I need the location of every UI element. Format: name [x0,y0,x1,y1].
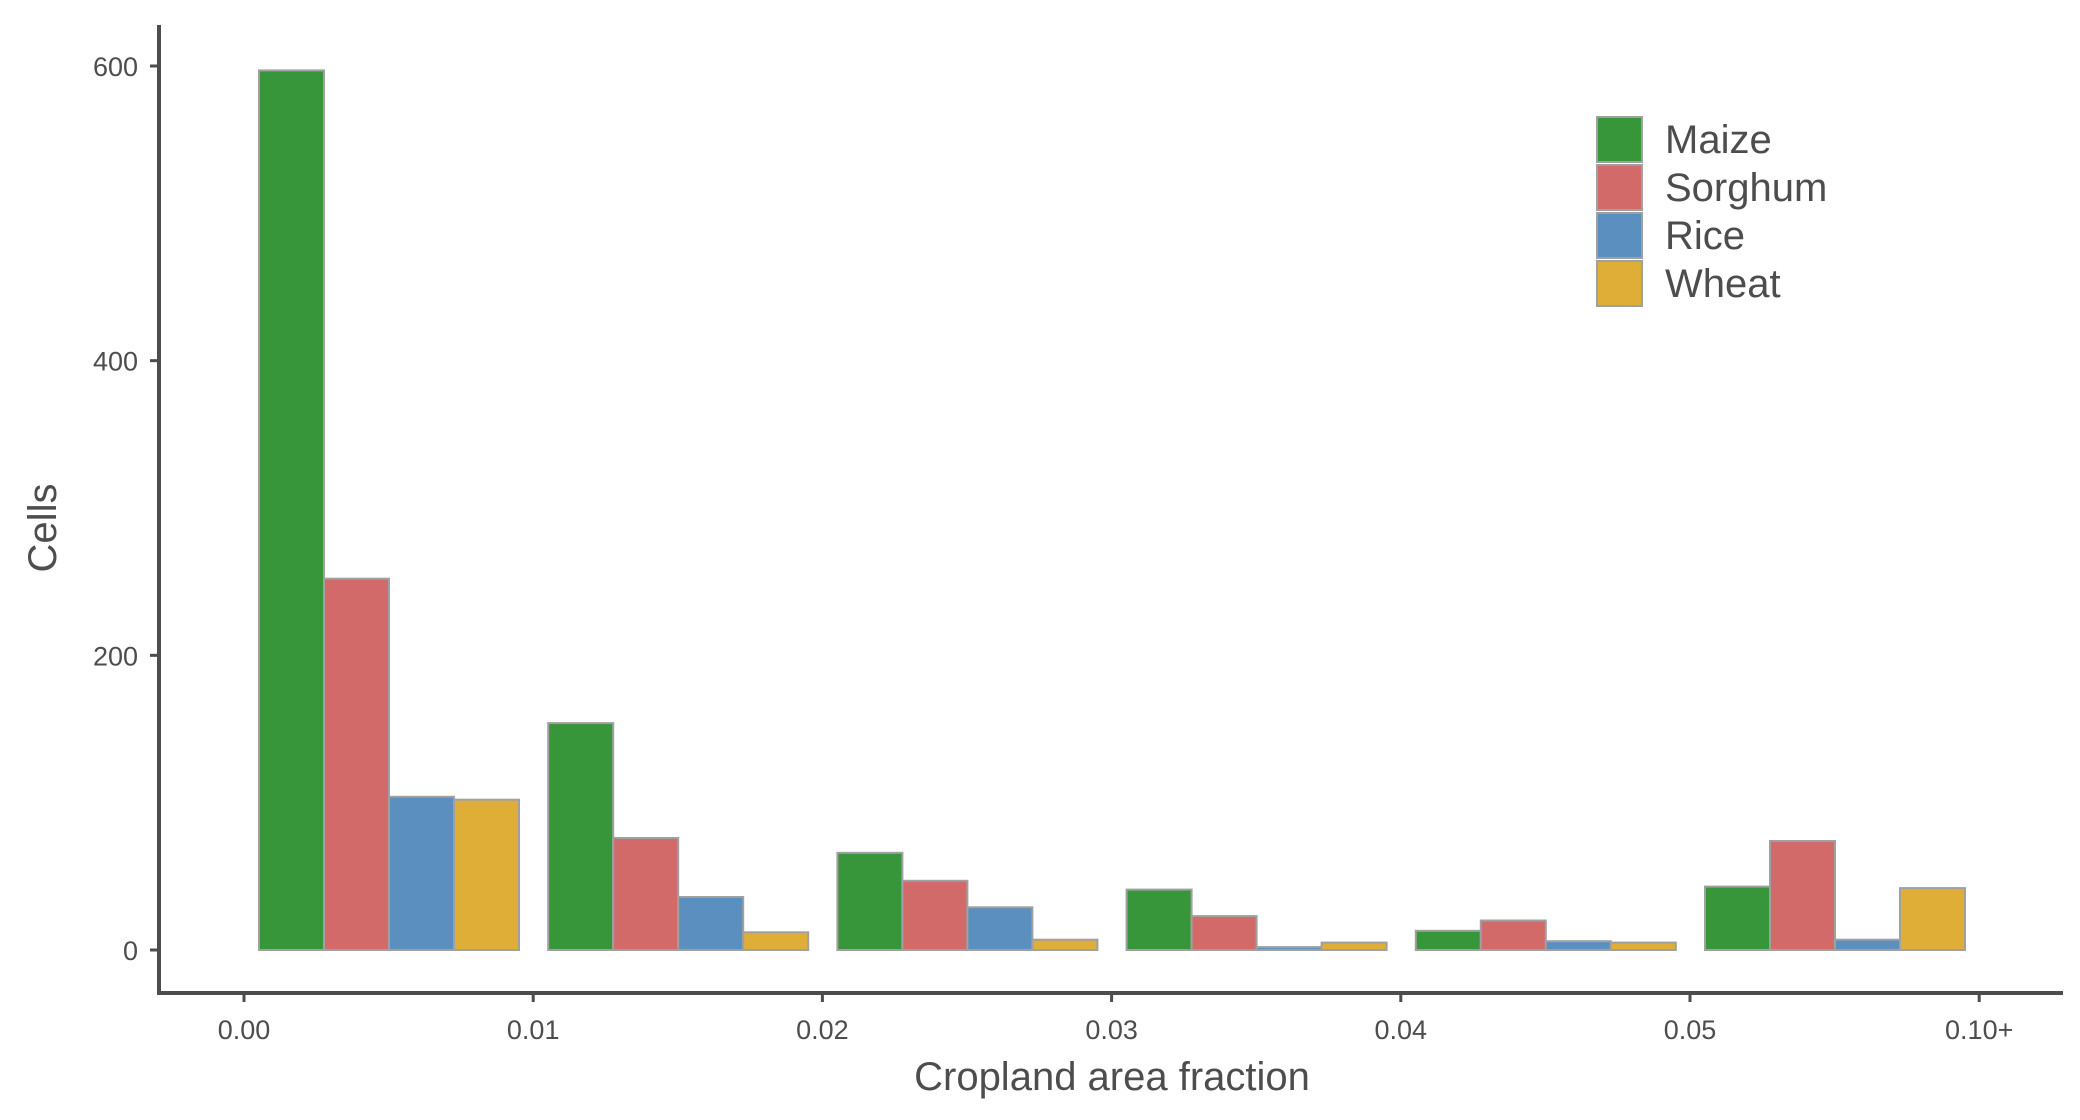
legend-key-maize [1596,116,1643,163]
bar-rice-0-03 [1255,946,1323,951]
bar-rice-0-02 [966,906,1034,951]
bar-rice-0-05 [1834,938,1901,952]
x-tick-label-0-00: 0.00 [218,1015,271,1045]
x-tick-label-0-01: 0.01 [507,1015,560,1045]
y-tick-label-400: 400 [93,347,138,377]
y-tick-label-0: 0 [123,936,138,966]
legend-key-sorghum [1596,164,1643,211]
bar-maize-0-00 [258,69,325,951]
bar-maize-0-05 [1704,885,1771,951]
y-tick-label-200: 200 [93,641,138,671]
bar-maize-0-01 [547,722,615,951]
legend-key-wheat [1596,260,1643,307]
bar-maize-0-03 [1125,888,1193,951]
x-tick-label-0-05: 0.05 [1664,1015,1717,1045]
bars-group [258,69,1966,952]
bar-maize-0-02 [836,851,904,951]
x-axis-ticks: 0.00 0.01 0.02 0.03 0.04 0.05 0.10+ [218,993,2013,1045]
y-tick-label-600: 600 [93,52,138,82]
legend-label-rice: Rice [1665,214,1745,258]
bar-wheat-0-02 [1031,938,1099,952]
x-tick-label-0-04: 0.04 [1375,1015,1428,1045]
bar-maize-0-04 [1414,929,1482,951]
x-axis-title: Cropland area fraction [914,1055,1310,1099]
bar-wheat-0-04 [1609,941,1677,951]
bar-rice-0-01 [677,896,745,951]
bar-wheat-0-03 [1320,941,1388,951]
bar-sorghum-0-03 [1190,915,1258,951]
x-tick-label-0-02: 0.02 [796,1015,849,1045]
bar-wheat-0-01 [742,931,810,951]
y-axis-title: Cells [21,484,65,573]
legend-label-maize: Maize [1665,118,1772,162]
bar-sorghum-0-01 [612,837,680,951]
bar-rice-0-00 [388,795,455,951]
y-axis-ticks: 0 200 400 600 [93,52,159,966]
legend-label-wheat: Wheat [1665,262,1781,306]
x-tick-label-0-10: 0.10+ [1945,1015,2013,1045]
x-tick-label-0-03: 0.03 [1085,1015,1138,1045]
legend-label-sorghum: Sorghum [1665,166,1827,210]
bar-wheat-0-00 [453,798,520,952]
bar-sorghum-0-02 [901,879,969,951]
legend-key-rice [1596,212,1643,259]
bar-wheat-0-05 [1899,887,1966,951]
bar-sorghum-0-04 [1479,919,1547,951]
bar-sorghum-0-00 [323,577,390,951]
bar-sorghum-0-05 [1769,840,1836,951]
bar-rice-0-04 [1544,940,1612,952]
